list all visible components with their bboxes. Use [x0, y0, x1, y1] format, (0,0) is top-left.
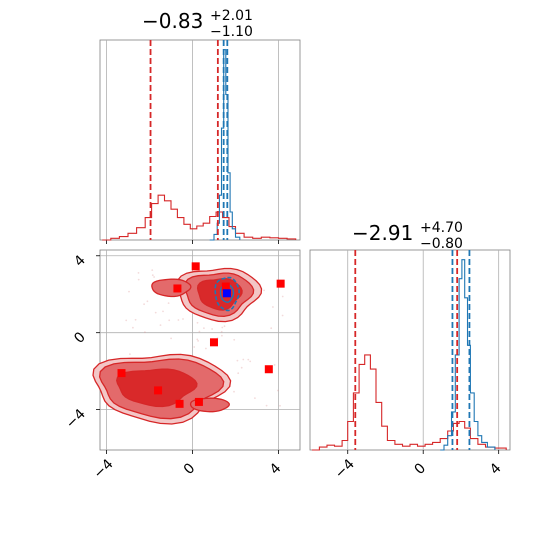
sample-dot — [279, 404, 281, 407]
top-left-title-upper: +2.01 — [210, 8, 253, 24]
bottom-right-title-upper: +4.70 — [420, 220, 463, 236]
sample-dot — [233, 338, 236, 341]
sample-dot — [221, 326, 224, 329]
top-left-title-value: −0.83 — [142, 9, 203, 33]
bottom-right-title-lower: −0.80 — [420, 236, 463, 252]
red-marker — [194, 397, 203, 406]
sample-dot — [182, 318, 184, 320]
sample-dot — [168, 319, 171, 322]
red-marker — [264, 365, 273, 374]
red-marker — [175, 399, 184, 408]
red-marker — [221, 282, 230, 291]
contour-blue-inner — [219, 284, 235, 303]
sample-dot — [240, 366, 243, 369]
sample-dot — [154, 311, 157, 314]
sample-dot — [254, 397, 256, 399]
sample-dot — [193, 346, 196, 348]
sample-dot — [170, 337, 173, 340]
sample-dot — [134, 318, 137, 321]
contour-blue-outer — [214, 276, 240, 312]
sample-dot — [233, 390, 235, 393]
top-left-hist-blue — [209, 49, 241, 241]
sample-dot — [151, 274, 154, 277]
sample-dot — [153, 276, 156, 278]
sample-dot — [125, 319, 128, 322]
sample-dot — [205, 347, 207, 350]
bottom-right-hist-blue — [440, 259, 496, 451]
sample-dot — [263, 289, 265, 292]
red-marker — [173, 284, 182, 293]
sample-dot — [220, 330, 223, 333]
sample-dot — [162, 310, 164, 313]
bottom-right-frame — [309, 249, 511, 451]
red-marker — [276, 279, 285, 288]
sample-dot — [221, 334, 223, 337]
sample-dot — [137, 278, 140, 281]
sample-dot — [223, 325, 226, 328]
top-left-hist-red — [102, 194, 297, 241]
bottom-left-ytick-label: 0 — [71, 329, 89, 347]
sample-dot — [272, 306, 274, 308]
sample-dot — [132, 326, 134, 329]
bottom-left-xtick-label: 0 — [181, 460, 199, 478]
sample-dot — [203, 327, 205, 329]
sample-dot — [270, 327, 273, 330]
bottom-right-xtick-label: 4 — [487, 460, 505, 478]
top-left-title: −0.83 +2.01 −1.10 — [142, 8, 253, 40]
top-left-frame — [99, 39, 301, 241]
blue-contours — [214, 276, 240, 312]
bottom-right-xtick-label: 0 — [412, 460, 430, 478]
bottom-left-ytick-label: −4 — [63, 406, 89, 432]
sample-dot — [211, 328, 214, 330]
sample-dot — [281, 295, 284, 298]
sample-dot — [242, 358, 245, 361]
red-marker — [117, 369, 126, 378]
bottom-right-xtick-label: −4 — [332, 456, 358, 482]
sample-dot — [197, 340, 200, 342]
sample-dot — [265, 404, 268, 407]
sample-dot — [144, 331, 146, 334]
sample-dot — [249, 360, 252, 363]
sample-dot — [281, 314, 284, 317]
red-marker — [191, 262, 200, 271]
bottom-left-frame — [99, 249, 301, 451]
sample-dot — [146, 300, 149, 303]
red-marker — [154, 386, 163, 395]
sample-dot — [137, 272, 140, 274]
bottom-left-scatter-panel: −4 0 4 4 0 −4 — [63, 249, 301, 482]
bottom-left-ytick-label: 4 — [71, 252, 89, 270]
sample-dot — [196, 321, 199, 324]
sample-dot — [198, 330, 201, 333]
bottom-left-xtick-label: 4 — [267, 460, 285, 478]
sample-dot — [247, 358, 250, 361]
sample-dot — [159, 324, 162, 326]
sample-dot — [236, 359, 239, 362]
sample-dot — [129, 353, 131, 355]
bottom-right-histogram-panel: −4 0 4 — [309, 249, 511, 482]
sample-dot — [128, 290, 130, 293]
sample-dot — [143, 303, 146, 306]
bottom-right-title: −2.91 +4.70 −0.80 — [352, 220, 463, 252]
top-left-histogram-panel — [99, 39, 301, 244]
sample-dot — [277, 389, 279, 392]
top-left-title-lower: −1.10 — [210, 24, 253, 40]
bottom-right-hist-red — [311, 354, 507, 451]
bottom-right-title-value: −2.91 — [352, 221, 413, 245]
sample-dot — [237, 372, 240, 375]
bottom-left-xtick-label: −4 — [91, 456, 117, 482]
sample-dot — [273, 364, 276, 366]
sample-dot — [151, 269, 154, 271]
red-marker — [209, 338, 218, 347]
blue-marker — [222, 289, 231, 298]
sample-dot — [167, 302, 170, 304]
sample-dot — [177, 319, 180, 321]
sample-dot — [196, 338, 199, 341]
